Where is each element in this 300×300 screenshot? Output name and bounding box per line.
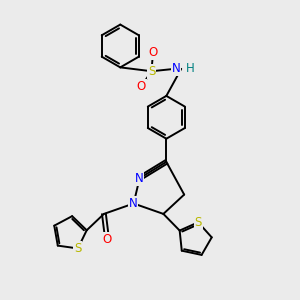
Text: S: S [194,216,202,229]
Text: N: N [129,197,137,210]
Text: S: S [74,242,82,255]
Text: H: H [186,62,194,75]
Text: O: O [102,233,112,246]
Text: O: O [148,46,158,59]
Text: S: S [148,65,155,78]
Text: N: N [172,62,181,75]
Text: N: N [135,172,143,185]
Text: O: O [136,80,146,93]
